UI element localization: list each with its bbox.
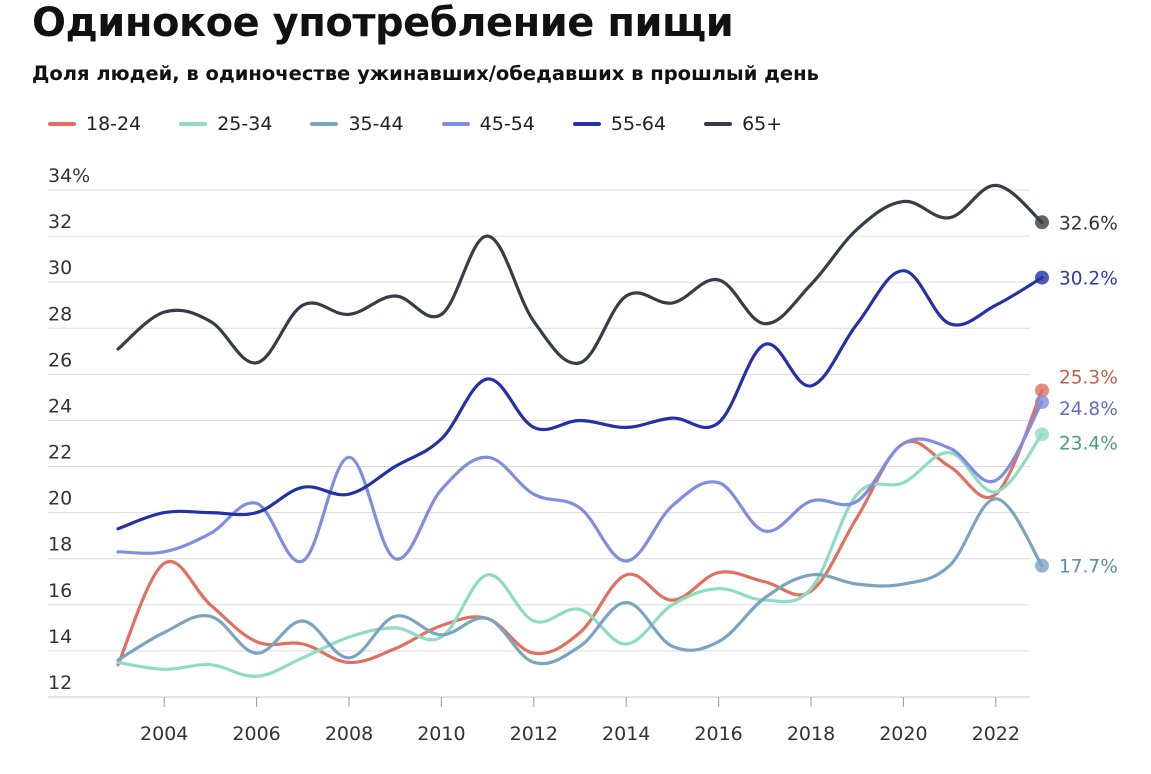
legend-swatch <box>310 122 339 126</box>
legend-swatch <box>572 122 601 126</box>
legend-label: 55-64 <box>610 113 667 135</box>
x-tick-label: 2012 <box>510 723 558 745</box>
y-tick-label: 26 <box>48 349 72 371</box>
x-tick-label: 2008 <box>325 723 373 745</box>
chart-legend: 18-24 25-34 35-44 45-54 55-64 65+ <box>48 113 820 135</box>
end-label-55-64: 30.2% <box>1059 269 1118 290</box>
legend-item-25-34: 25-34 <box>179 113 272 135</box>
end-marker-25-34 <box>1035 427 1049 442</box>
legend-label: 45-54 <box>479 113 535 135</box>
series-line-55-64 <box>116 269 1044 531</box>
y-tick-label: 34% <box>48 165 90 187</box>
legend-item-45-54: 45-54 <box>441 113 535 135</box>
x-tick-label: 2022 <box>972 723 1020 745</box>
y-tick-label: 12 <box>48 672 72 694</box>
end-label-35-44: 17.7% <box>1059 557 1118 578</box>
series-lines <box>116 183 1044 678</box>
legend-label: 18-24 <box>86 113 142 135</box>
y-tick-label: 24 <box>48 395 72 417</box>
end-label-65+: 32.6% <box>1059 213 1118 234</box>
series-line-18-24 <box>116 388 1044 667</box>
end-label-25-34: 23.4% <box>1059 433 1118 454</box>
x-tick-label: 2010 <box>417 723 465 745</box>
y-tick-label: 32 <box>48 211 72 233</box>
legend-item-18-24: 18-24 <box>48 113 141 135</box>
end-label-18-24: 25.3% <box>1059 367 1118 388</box>
legend-swatch <box>441 122 470 126</box>
series-line-35-44 <box>116 497 1044 666</box>
end-marker-35-44 <box>1035 558 1049 573</box>
legend-item-35-44: 35-44 <box>310 113 404 135</box>
series-end-markers <box>1035 215 1049 573</box>
legend-swatch <box>48 122 76 126</box>
x-tick-label: 2016 <box>694 723 742 745</box>
y-tick-label: 16 <box>48 580 72 602</box>
end-marker-45-54 <box>1035 395 1049 410</box>
y-tick-label: 30 <box>48 257 72 279</box>
x-tick-label: 2006 <box>232 723 280 745</box>
y-tick-label: 28 <box>48 303 72 325</box>
end-marker-55-64 <box>1035 270 1049 285</box>
legend-item-55-64: 55-64 <box>572 113 667 135</box>
legend-swatch <box>179 122 208 126</box>
legend-swatch <box>704 122 733 126</box>
x-tick-label: 2020 <box>879 723 927 745</box>
y-tick-label: 22 <box>48 442 72 464</box>
x-tick-label: 2014 <box>602 723 650 745</box>
end-marker-65+ <box>1035 215 1049 230</box>
grid-lines <box>48 189 1030 698</box>
legend-label: 65+ <box>742 113 783 135</box>
x-tick-label: 2004 <box>140 723 188 745</box>
x-tick-label: 2018 <box>787 723 835 745</box>
end-marker-18-24 <box>1035 383 1049 398</box>
legend-label: 35-44 <box>348 113 404 135</box>
series-end-labels: 25.3% 23.4% 17.7% 24.8% 30.2% 32.6% <box>1059 213 1118 577</box>
series-line-45-54 <box>116 400 1044 564</box>
legend-label: 25-34 <box>217 113 273 135</box>
end-label-45-54: 24.8% <box>1059 399 1118 420</box>
y-tick-label: 18 <box>48 534 72 556</box>
y-tick-label: 20 <box>48 488 72 510</box>
legend-item-65+: 65+ <box>704 113 782 135</box>
series-line-25-34 <box>116 432 1044 678</box>
chart-subtitle: Доля людей, в одиночестве ужинавших/обед… <box>32 62 819 85</box>
y-tick-label: 14 <box>48 626 72 648</box>
y-axis-ticks: 12 14 16 18 20 22 24 26 28 30 32 34% <box>48 165 90 694</box>
chart-title: Одинокое употребление пищи <box>32 0 734 46</box>
series-line-65+ <box>116 183 1044 365</box>
x-axis-ticks: 2004 2006 2008 2010 2012 2014 2016 2018 2020 2022 <box>140 697 1020 745</box>
